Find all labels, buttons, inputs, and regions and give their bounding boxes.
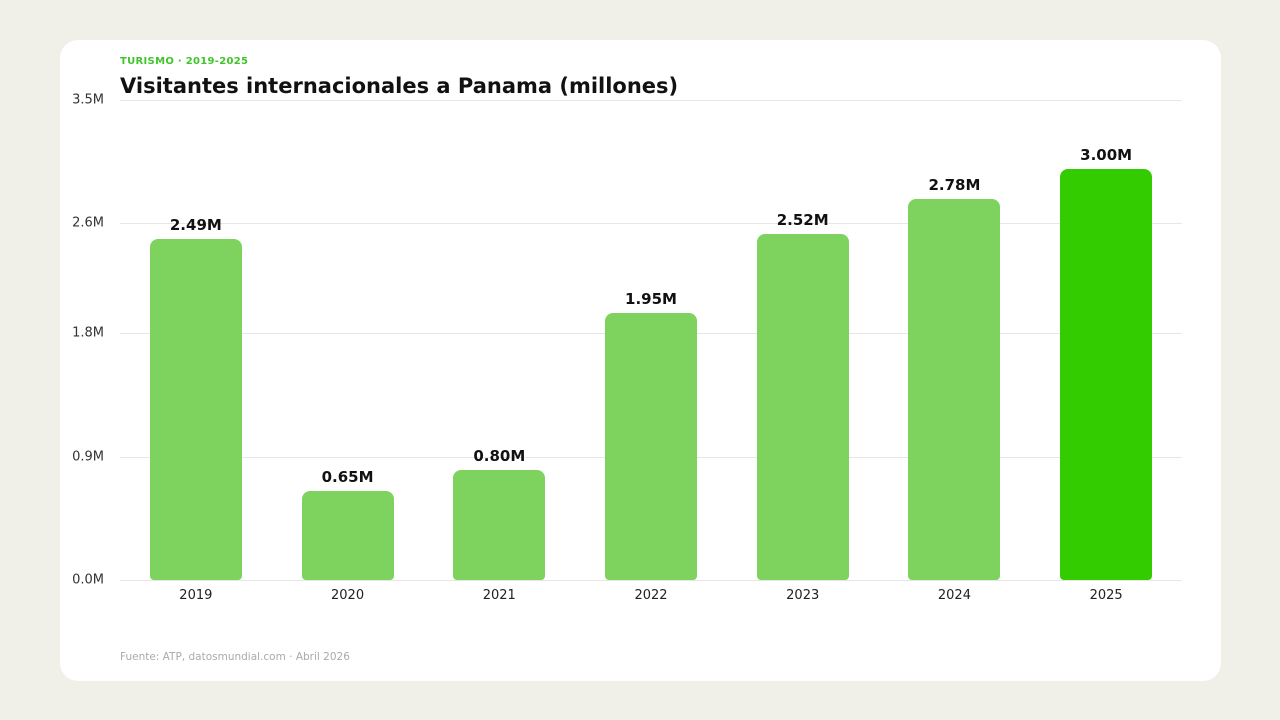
bar-2023 bbox=[756, 234, 849, 580]
y-tick-label: 3.5M bbox=[72, 92, 104, 108]
x-tick-label: 2023 bbox=[786, 588, 820, 603]
x-tick-label: 2019 bbox=[179, 588, 213, 603]
source-note: Fuente: ATP, datosmundial.com · Abril 20… bbox=[120, 651, 350, 663]
chart-eyebrow: TURISMO · 2019-2025 bbox=[120, 56, 249, 67]
x-tick-label: 2025 bbox=[1089, 588, 1123, 603]
bar-value-label: 3.00M bbox=[1080, 145, 1133, 164]
chart-title: Visitantes internacionales a Panama (mil… bbox=[120, 74, 679, 98]
bar-2025 bbox=[1060, 168, 1153, 580]
bar-2019 bbox=[149, 238, 242, 580]
x-tick-label: 2024 bbox=[937, 588, 971, 603]
bar-2022 bbox=[605, 312, 697, 580]
bar-value-label: 0.65M bbox=[321, 467, 374, 486]
gridline bbox=[120, 580, 1182, 581]
plot-area: 0.0M 0.9M 1.8M 2.6M 3.5M 2.49M 0.65M 0.80M 1.95M… bbox=[72, 93, 1182, 588]
bar-value-label: 1.95M bbox=[625, 289, 677, 308]
x-tick-label: 2021 bbox=[482, 588, 516, 603]
bar-value-label: 2.52M bbox=[776, 211, 829, 230]
bar-value-label: 2.49M bbox=[169, 215, 222, 234]
bar-value-label: 0.80M bbox=[473, 447, 526, 466]
y-tick-label: 0.9M bbox=[72, 449, 104, 465]
gridline bbox=[120, 223, 1182, 225]
y-tick-label: 0.0M bbox=[72, 572, 104, 588]
bar-2020 bbox=[301, 490, 394, 580]
y-tick-label: 1.8M bbox=[72, 325, 104, 341]
bar-value-label: 2.78M bbox=[928, 175, 981, 194]
y-tick-label: 2.6M bbox=[72, 215, 104, 231]
bar-2021 bbox=[453, 470, 546, 580]
bar-2024 bbox=[908, 198, 1001, 580]
gridline bbox=[120, 100, 1182, 101]
x-tick-label: 2020 bbox=[331, 588, 365, 603]
x-tick-label: 2022 bbox=[634, 588, 668, 603]
